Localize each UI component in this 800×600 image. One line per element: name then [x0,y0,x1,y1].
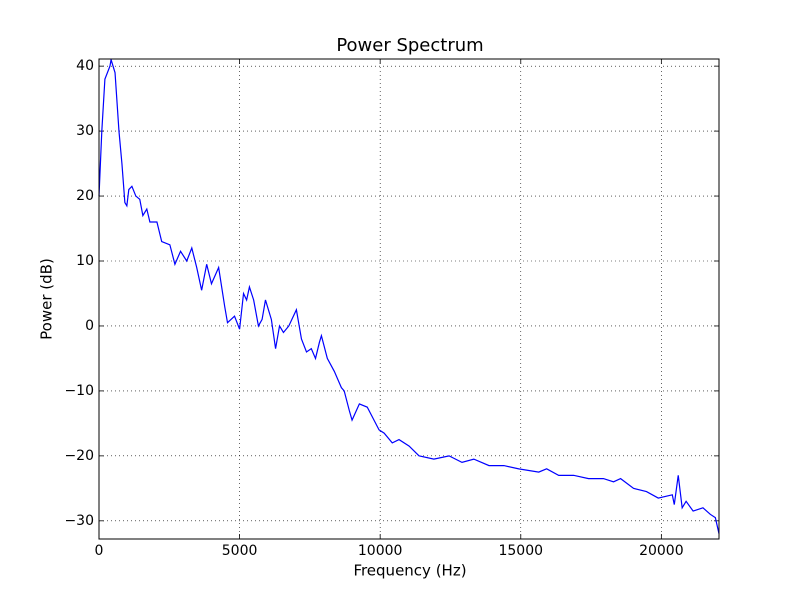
chart-title: Power Spectrum [336,35,483,56]
data-line [98,59,720,534]
y-tick-label: 20 [76,188,94,204]
y-tick-label: 10 [76,253,94,269]
y-tick-label: 0 [85,318,94,334]
y-tick-label: −10 [64,383,94,399]
y-tick-label: −20 [64,448,94,464]
plot-frame [98,58,720,540]
x-tick-label: 20000 [639,543,684,559]
x-tick-label: 10000 [358,543,403,559]
x-tick-label: 15000 [498,543,543,559]
y-tick-label: 40 [76,58,94,74]
y-axis-label: Power (dB) [38,258,56,340]
y-tick-label: −30 [64,513,94,529]
x-tick-label: 5000 [222,543,258,559]
x-tick-label: 0 [95,543,104,559]
x-axis-label: Frequency (Hz) [353,562,466,580]
y-tick-label: 30 [76,123,94,139]
